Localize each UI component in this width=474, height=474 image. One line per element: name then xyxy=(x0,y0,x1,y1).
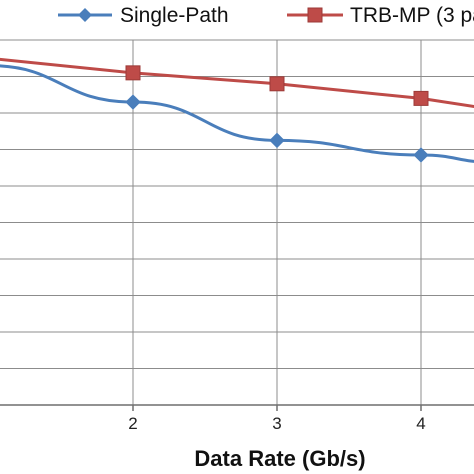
data-point-trb-mp xyxy=(269,76,285,92)
legend-label-single-path: Single-Path xyxy=(120,4,229,27)
data-point-trb-mp xyxy=(413,90,429,106)
legend-marker-trb-mp xyxy=(307,7,323,23)
data-point-trb-mp xyxy=(125,65,141,81)
axes: 2 3 4 xyxy=(0,404,474,433)
grid xyxy=(0,39,474,406)
legend-label-trb-mp: TRB-MP (3 paths) xyxy=(350,4,474,27)
x-tick-label: 3 xyxy=(272,414,281,433)
series-group xyxy=(0,57,474,163)
legend-marker-single-path xyxy=(78,8,92,22)
x-tick-label: 4 xyxy=(416,414,425,433)
x-tick-label: 2 xyxy=(128,414,137,433)
legend: Single-Path TRB-MP (3 paths) xyxy=(58,4,474,27)
data-point-single-path xyxy=(413,147,429,163)
series-line-trb-mp xyxy=(0,57,474,108)
x-axis-title: Data Rate (Gb/s) xyxy=(194,446,365,471)
data-point-single-path xyxy=(125,94,141,110)
data-point-single-path xyxy=(269,132,285,149)
